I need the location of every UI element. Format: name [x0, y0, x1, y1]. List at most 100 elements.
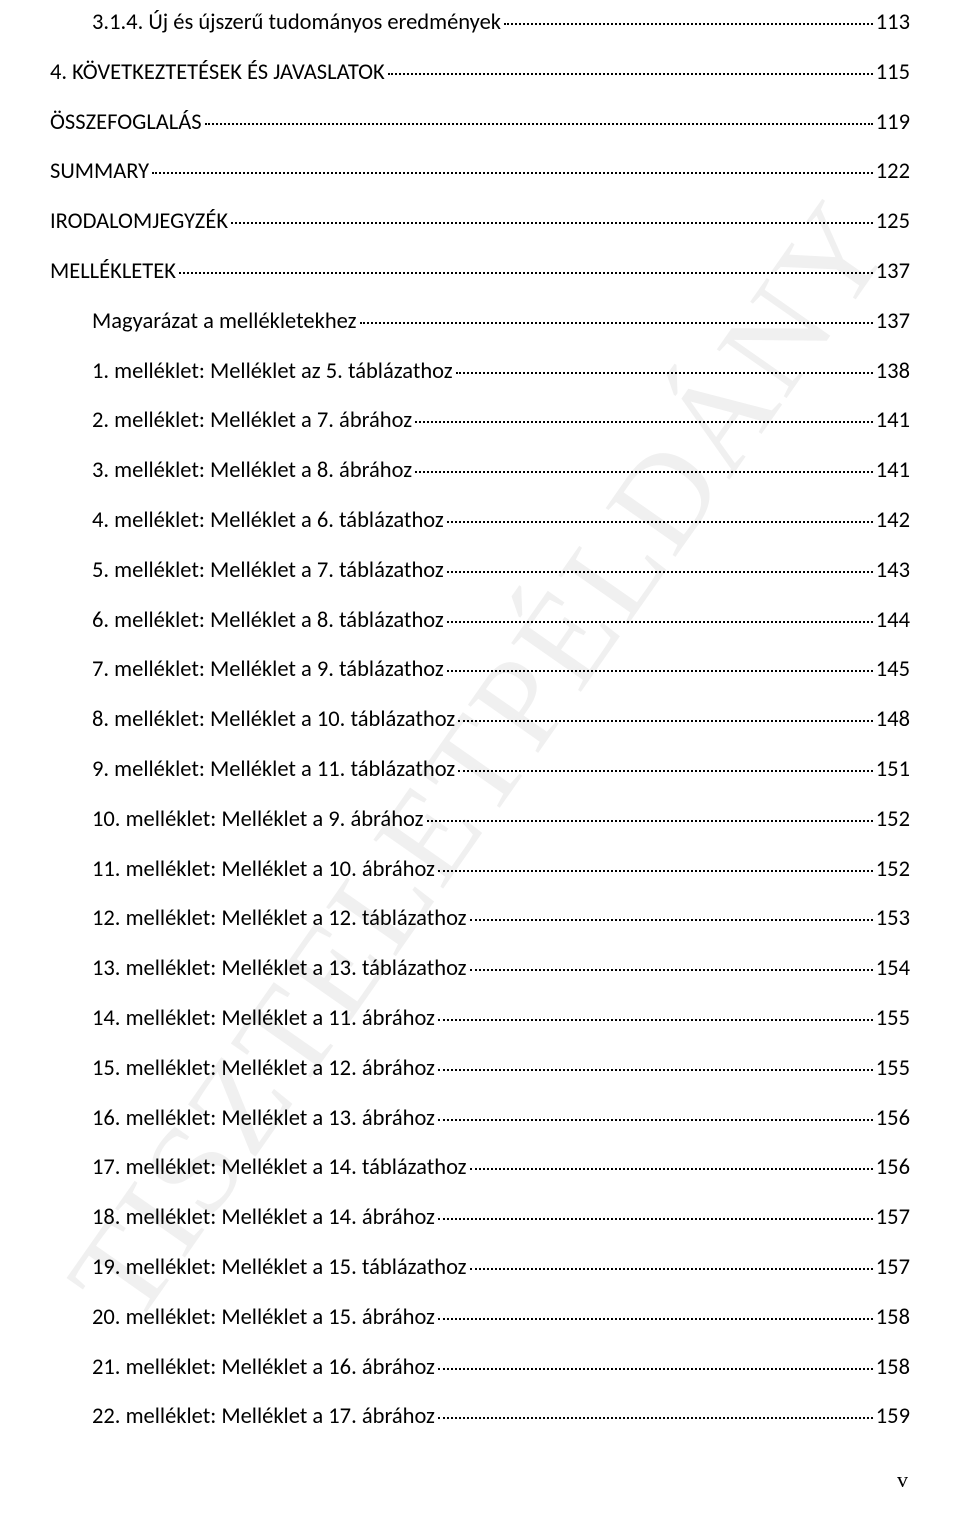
toc-leader-dots — [458, 706, 873, 722]
toc-entry-label: 1. melléklet: Melléklet az 5. táblázatho… — [92, 361, 453, 384]
toc-entry-label: 12. melléklet: Melléklet a 12. táblázath… — [92, 908, 467, 931]
toc-entry: 20. melléklet: Melléklet a 15. ábrához15… — [50, 1307, 910, 1330]
toc-entry: 17. melléklet: Melléklet a 14. táblázath… — [50, 1157, 910, 1180]
toc-entry-page: 157 — [876, 1257, 910, 1280]
toc-entry-label: 6. melléklet: Melléklet a 8. táblázathoz — [92, 610, 444, 633]
toc-entry: IRODALOMJEGYZÉK 125 — [50, 211, 910, 234]
toc-entry-page: 152 — [876, 859, 910, 882]
toc-entry: 12. melléklet: Melléklet a 12. táblázath… — [50, 908, 910, 931]
toc-entry-page: 141 — [876, 460, 910, 483]
toc-leader-dots — [438, 1105, 873, 1121]
toc-entry: 7. melléklet: Melléklet a 9. táblázathoz… — [50, 659, 910, 682]
toc-entry-page: 152 — [876, 809, 910, 832]
toc-leader-dots — [447, 657, 873, 673]
toc-entry-page: 156 — [876, 1157, 910, 1180]
toc-leader-dots — [504, 9, 873, 25]
toc-leader-dots — [470, 906, 873, 922]
toc-entry-label: 9. melléklet: Melléklet a 11. táblázatho… — [92, 759, 455, 782]
toc-entry-label: 2. melléklet: Melléklet a 7. ábrához — [92, 410, 412, 433]
toc-entry-page: 137 — [876, 261, 910, 284]
toc-leader-dots — [360, 308, 873, 324]
toc-entry: 3. melléklet: Melléklet a 8. ábrához 141 — [50, 460, 910, 483]
toc-entry: 9. melléklet: Melléklet a 11. táblázatho… — [50, 759, 910, 782]
toc-entry-label: 15. melléklet: Melléklet a 12. ábrához — [92, 1058, 435, 1081]
toc-entry: 8. melléklet: Melléklet a 10. táblázatho… — [50, 709, 910, 732]
toc-entry-page: 159 — [876, 1406, 910, 1429]
toc-entry: 14. melléklet: Melléklet a 11. ábrához 15… — [50, 1008, 910, 1031]
toc-entry-page: 115 — [876, 62, 910, 85]
toc-entry: 16. melléklet: Melléklet a 13. ábrához 15… — [50, 1108, 910, 1131]
toc-entry-label: 21. melléklet: Melléklet a 16. ábrához — [92, 1357, 435, 1380]
toc-entry-page: 155 — [876, 1058, 910, 1081]
toc-leader-dots — [231, 208, 873, 224]
toc-entry-page: 155 — [876, 1008, 910, 1031]
toc-entry: 21. melléklet: Melléklet a 16. ábrához 15… — [50, 1357, 910, 1380]
toc-entry-label: 5. melléklet: Melléklet a 7. táblázathoz — [92, 560, 444, 583]
toc-leader-dots — [427, 806, 873, 822]
toc-entry-page: 119 — [876, 112, 910, 135]
toc-entry: 2. melléklet: Melléklet a 7. ábrához 141 — [50, 410, 910, 433]
toc-entry-label: 16. melléklet: Melléklet a 13. ábrához — [92, 1108, 435, 1131]
toc-entry-label: 7. melléklet: Melléklet a 9. táblázathoz — [92, 659, 444, 682]
toc-leader-dots — [470, 1155, 873, 1171]
toc-entry-label: 11. melléklet: Melléklet a 10. ábrához — [92, 859, 435, 882]
toc-entry: 5. melléklet: Melléklet a 7. táblázathoz… — [50, 560, 910, 583]
toc-entry-page: 125 — [876, 211, 910, 234]
toc-entry-label: 19. melléklet: Melléklet a 15. táblázath… — [92, 1257, 467, 1280]
toc-leader-dots — [447, 607, 873, 623]
toc-entry: ÖSSZEFOGLALÁS 119 — [50, 112, 910, 135]
toc-entry-page: 122 — [876, 161, 910, 184]
toc-entry-label: 3. melléklet: Melléklet a 8. ábrához — [92, 460, 412, 483]
toc-leader-dots — [438, 856, 873, 872]
toc-entry: 1. melléklet: Melléklet az 5. táblázatho… — [50, 361, 910, 384]
toc-page: 3.1.4. Új és újszerű tudományos eredmény… — [0, 0, 960, 1429]
toc-leader-dots — [470, 1254, 873, 1270]
toc-entry: 13. melléklet: Melléklet a 13. táblázath… — [50, 958, 910, 981]
toc-entry-page: 153 — [876, 908, 910, 931]
toc-entry-page: 137 — [876, 311, 910, 334]
toc-entry-label: 3.1.4. Új és újszerű tudományos eredmény… — [92, 12, 501, 35]
toc-entry: 19. melléklet: Melléklet a 15. táblázath… — [50, 1257, 910, 1280]
toc-entry: SUMMARY 122 — [50, 161, 910, 184]
toc-leader-dots — [447, 507, 873, 523]
toc-entry-label: ÖSSZEFOGLALÁS — [50, 112, 202, 135]
toc-leader-dots — [179, 258, 873, 274]
toc-entry: 11. melléklet: Melléklet a 10. ábrához 15… — [50, 859, 910, 882]
page-number: v — [897, 1467, 908, 1493]
toc-leader-dots — [415, 408, 873, 424]
toc-leader-dots — [438, 1055, 873, 1071]
toc-entry-page: 157 — [876, 1207, 910, 1230]
toc-leader-dots — [470, 955, 873, 971]
toc-entry-label: 17. melléklet: Melléklet a 14. táblázath… — [92, 1157, 467, 1180]
toc-leader-dots — [456, 358, 873, 374]
toc-entry-label: 18. melléklet: Melléklet a 14. ábrához — [92, 1207, 435, 1230]
toc-entry: 6. melléklet: Melléklet a 8. táblázathoz… — [50, 610, 910, 633]
toc-entry-label: MELLÉKLETEK — [50, 261, 176, 284]
toc-leader-dots — [458, 756, 873, 772]
toc-leader-dots — [447, 557, 873, 573]
toc-entry-page: 113 — [876, 12, 910, 35]
toc-entry-page: 158 — [876, 1357, 910, 1380]
toc-entry-label: IRODALOMJEGYZÉK — [50, 211, 228, 234]
toc-entry-label: 20. melléklet: Melléklet a 15. ábrához — [92, 1307, 435, 1330]
toc-entry-label: 10. melléklet: Melléklet a 9. ábrához — [92, 809, 424, 832]
toc-entry-page: 156 — [876, 1108, 910, 1131]
toc-entry: Magyarázat a mellékletekhez 137 — [50, 311, 910, 334]
toc-entry: 4. KÖVETKEZTETÉSEK ÉS JAVASLATOK115 — [50, 62, 910, 85]
toc-entry-page: 141 — [876, 410, 910, 433]
toc-entry-label: 14. melléklet: Melléklet a 11. ábrához — [92, 1008, 435, 1031]
toc-entry-label: Magyarázat a mellékletekhez — [92, 311, 357, 334]
toc-entry-page: 151 — [876, 759, 910, 782]
toc-entry: 10. melléklet: Melléklet a 9. ábrához 152 — [50, 809, 910, 832]
toc-entry-page: 148 — [876, 709, 910, 732]
toc-entry-label: 4. melléklet: Melléklet a 6. táblázathoz — [92, 510, 444, 533]
toc-entry-page: 138 — [876, 361, 910, 384]
toc-leader-dots — [152, 159, 873, 175]
toc-leader-dots — [438, 1304, 873, 1320]
toc-entry: 4. melléklet: Melléklet a 6. táblázathoz… — [50, 510, 910, 533]
toc-entry-label: 22. melléklet: Melléklet a 17. ábrához — [92, 1406, 435, 1429]
toc-entry-page: 143 — [876, 560, 910, 583]
toc-entry: 18. melléklet: Melléklet a 14. ábrához 15… — [50, 1207, 910, 1230]
toc-entry-label: 13. melléklet: Melléklet a 13. táblázath… — [92, 958, 467, 981]
toc-entry-label: SUMMARY — [50, 161, 149, 184]
